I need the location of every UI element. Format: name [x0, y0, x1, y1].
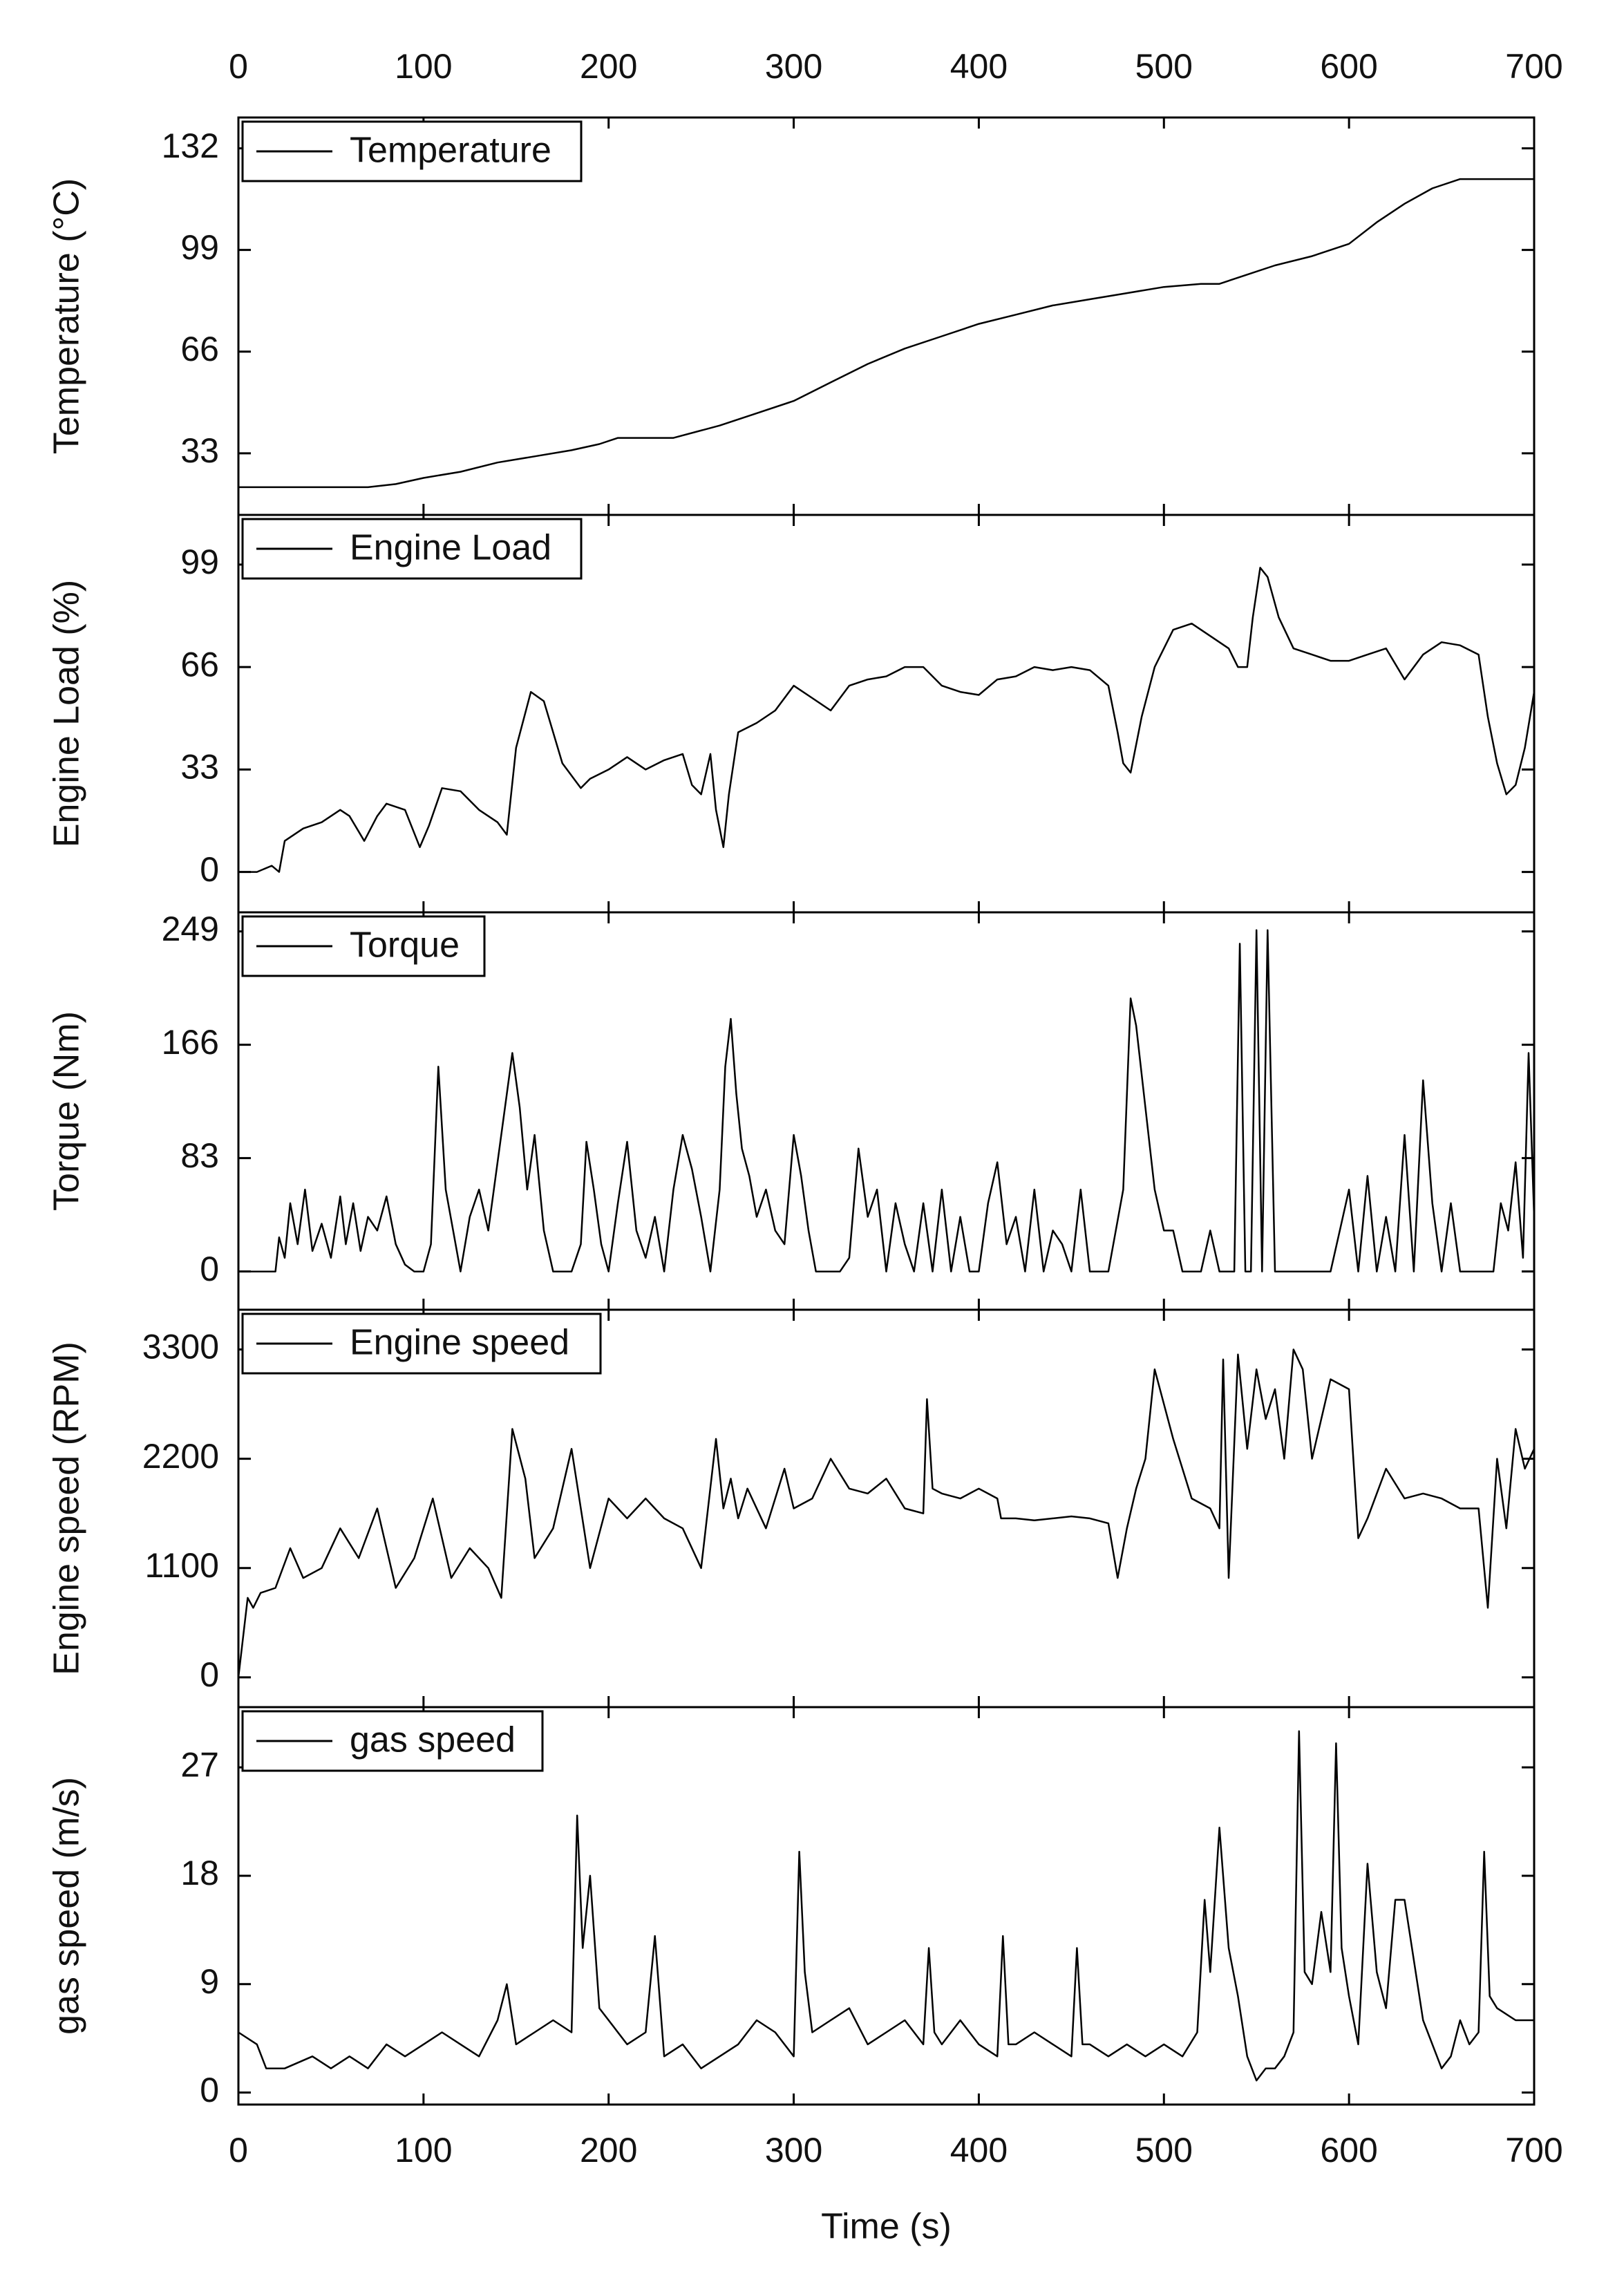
- y-tick-label-gas_speed: 9: [200, 1962, 219, 2001]
- y-tick-label-torque: 249: [162, 910, 219, 948]
- x-tick-label-top: 500: [1135, 47, 1193, 86]
- series-line-gas_speed: [238, 1730, 1534, 2082]
- y-tick-label-gas_speed: 18: [180, 1854, 219, 1892]
- y-axis-title-gas_speed: gas speed (m/s): [47, 1777, 87, 2035]
- x-tick-label-top: 100: [395, 47, 452, 86]
- x-tick-label-bottom: 500: [1135, 2131, 1193, 2170]
- x-tick-label-bottom: 0: [229, 2131, 248, 2170]
- y-tick-label-engine_speed: 0: [200, 1655, 219, 1694]
- y-tick-label-engine_speed: 1100: [144, 1546, 219, 1585]
- x-tick-label-bottom: 400: [950, 2131, 1008, 2170]
- legend-label-temperature: Temperature: [350, 131, 551, 171]
- x-tick-label-top: 400: [950, 47, 1008, 86]
- y-axis-title-engine_speed: Engine speed (RPM): [47, 1342, 87, 1675]
- y-tick-label-engine_speed: 3300: [142, 1328, 219, 1366]
- y-tick-label-engine_load: 33: [180, 748, 219, 787]
- legend-label-engine_load: Engine Load: [350, 528, 551, 568]
- x-tick-label-bottom: 600: [1320, 2131, 1377, 2170]
- x-tick-label-bottom: 200: [580, 2131, 637, 2170]
- y-tick-label-gas_speed: 27: [180, 1745, 219, 1784]
- x-axis-title: Time (s): [821, 2207, 952, 2247]
- x-tick-label-top: 700: [1505, 47, 1562, 86]
- panel-frame-gas_speed: [237, 1706, 1536, 2106]
- x-tick-label-bottom: 100: [395, 2131, 452, 2170]
- x-tick-label-top: 200: [580, 47, 637, 86]
- series-line-torque: [238, 929, 1536, 1272]
- series-line-temperature: [238, 178, 1534, 489]
- y-tick-label-engine_speed: 2200: [142, 1437, 219, 1476]
- y-tick-label-gas_speed: 0: [200, 2071, 219, 2109]
- x-tick-label-top: 300: [765, 47, 822, 86]
- legend-label-torque: Torque: [350, 925, 460, 966]
- x-tick-label-bottom: 300: [765, 2131, 822, 2170]
- series-line-engine_speed: [237, 1348, 1536, 1678]
- y-axis-title-torque: Torque (Nm): [47, 1011, 87, 1211]
- x-tick-label-top: 0: [229, 47, 248, 86]
- x-tick-label-bottom: 700: [1505, 2131, 1562, 2170]
- legend-label-engine_speed: Engine speed: [350, 1323, 569, 1363]
- legend-label-gas_speed: gas speed: [350, 1720, 516, 1760]
- y-tick-label-torque: 0: [200, 1250, 219, 1288]
- y-tick-label-temperature: 66: [180, 330, 219, 368]
- y-tick-label-engine_load: 99: [180, 543, 219, 581]
- y-tick-label-temperature: 132: [162, 126, 219, 165]
- x-tick-label-top: 600: [1320, 47, 1377, 86]
- y-tick-label-torque: 83: [180, 1136, 219, 1175]
- y-tick-label-engine_load: 0: [200, 850, 219, 889]
- y-axis-title-engine_load: Engine Load (%): [47, 580, 87, 847]
- y-tick-label-torque: 166: [162, 1023, 219, 1062]
- y-tick-label-temperature: 99: [180, 228, 219, 267]
- y-tick-label-engine_load: 66: [180, 645, 219, 684]
- series-line-engine_load: [238, 567, 1536, 873]
- y-axis-title-temperature: Temperature (°C): [47, 178, 87, 454]
- y-tick-label-temperature: 33: [180, 431, 219, 470]
